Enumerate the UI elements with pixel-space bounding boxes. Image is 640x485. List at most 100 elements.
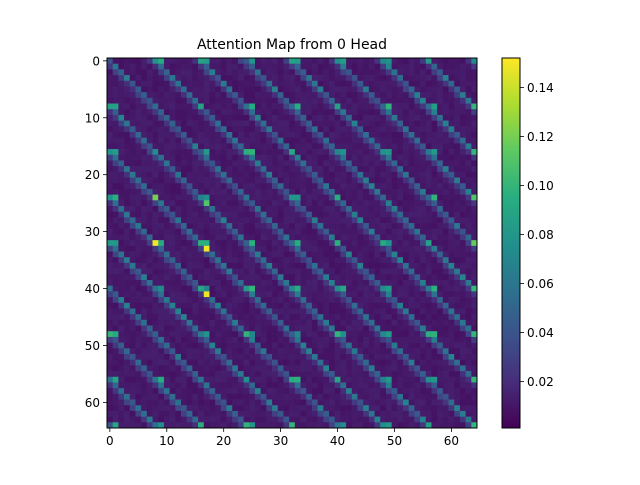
heatmap-cell xyxy=(465,120,472,127)
heatmap-cell xyxy=(357,336,364,343)
heatmap-cell xyxy=(220,200,227,207)
heatmap-cell xyxy=(255,302,262,309)
heatmap-cell xyxy=(255,183,262,190)
heatmap-cell xyxy=(294,143,301,150)
heatmap-cell xyxy=(442,120,449,127)
heatmap-cell xyxy=(294,382,301,389)
heatmap-cell xyxy=(351,359,358,366)
heatmap-cell xyxy=(351,234,358,241)
heatmap-cell xyxy=(163,416,170,423)
heatmap-cell xyxy=(260,319,267,326)
heatmap-cell xyxy=(277,308,284,315)
heatmap-cell xyxy=(346,274,353,281)
heatmap-cell xyxy=(181,371,188,378)
heatmap-cell xyxy=(403,359,410,366)
heatmap-cell xyxy=(255,240,262,247)
heatmap-cell xyxy=(135,154,142,161)
heatmap-cell xyxy=(465,80,472,87)
heatmap-cell xyxy=(374,63,381,70)
heatmap-cell xyxy=(255,206,262,213)
heatmap-cell xyxy=(152,75,159,82)
heatmap-cell xyxy=(374,80,381,87)
heatmap-cell xyxy=(209,103,216,110)
heatmap-cell xyxy=(266,86,273,93)
heatmap-cell xyxy=(385,240,392,247)
heatmap-cell xyxy=(397,154,404,161)
heatmap-cell xyxy=(260,240,267,247)
heatmap-cell xyxy=(112,365,119,372)
heatmap-cell xyxy=(391,86,398,93)
heatmap-cell xyxy=(346,325,353,332)
heatmap-cell xyxy=(203,97,210,104)
heatmap-cell xyxy=(272,97,279,104)
heatmap-cell xyxy=(289,245,296,252)
heatmap-cell xyxy=(243,240,250,247)
heatmap-cell xyxy=(158,211,165,218)
heatmap-cell xyxy=(357,262,364,269)
heatmap-cell xyxy=(368,262,375,269)
heatmap-cell xyxy=(249,120,256,127)
heatmap-cell xyxy=(215,126,222,133)
heatmap-cell xyxy=(380,354,387,361)
heatmap-cell xyxy=(357,280,364,287)
heatmap-cell xyxy=(255,58,262,65)
heatmap-cell xyxy=(272,371,279,378)
heatmap-cell xyxy=(311,75,318,82)
heatmap-cell xyxy=(420,114,427,121)
heatmap-cell xyxy=(215,58,222,65)
heatmap-cell xyxy=(380,348,387,355)
heatmap-cell xyxy=(437,154,444,161)
heatmap-cell xyxy=(465,399,472,406)
heatmap-cell xyxy=(249,86,256,93)
heatmap-cell xyxy=(397,268,404,275)
heatmap-cell xyxy=(175,160,182,167)
heatmap-cell xyxy=(334,336,341,343)
heatmap-cell xyxy=(357,285,364,292)
heatmap-cell xyxy=(368,399,375,406)
heatmap-cell xyxy=(175,137,182,144)
heatmap-cell xyxy=(141,217,148,224)
heatmap-cell xyxy=(169,160,176,167)
heatmap-cell xyxy=(220,359,227,366)
heatmap-cell xyxy=(459,126,466,133)
heatmap-cell xyxy=(294,371,301,378)
heatmap-cell xyxy=(118,188,125,195)
heatmap-cell xyxy=(237,319,244,326)
heatmap-cell xyxy=(169,399,176,406)
heatmap-cell xyxy=(203,143,210,150)
heatmap-cell xyxy=(459,97,466,104)
heatmap-cell xyxy=(118,416,125,423)
heatmap-cell xyxy=(158,63,165,70)
heatmap-cell xyxy=(368,308,375,315)
heatmap-cell xyxy=(283,319,290,326)
heatmap-cell xyxy=(124,58,131,65)
heatmap-cell xyxy=(471,319,478,326)
heatmap-cell xyxy=(431,262,438,269)
heatmap-cell xyxy=(141,405,148,412)
heatmap-cell xyxy=(420,194,427,201)
heatmap-cell xyxy=(408,132,415,139)
heatmap-cell xyxy=(471,410,478,417)
heatmap-cell xyxy=(454,251,461,258)
heatmap-cell xyxy=(118,171,125,178)
heatmap-cell xyxy=(425,291,432,298)
heatmap-cell xyxy=(232,399,239,406)
heatmap-cell xyxy=(135,228,142,235)
heatmap-cell xyxy=(146,97,153,104)
heatmap-cell xyxy=(124,69,131,76)
heatmap-cell xyxy=(459,302,466,309)
heatmap-cell xyxy=(215,388,222,395)
heatmap-cell xyxy=(226,257,233,264)
heatmap-cell xyxy=(454,234,461,241)
heatmap-cell xyxy=(289,342,296,349)
heatmap-cell xyxy=(357,86,364,93)
heatmap-cell xyxy=(294,410,301,417)
heatmap-cell xyxy=(363,359,370,366)
heatmap-cell xyxy=(112,200,119,207)
heatmap-cell xyxy=(226,382,233,389)
heatmap-cell xyxy=(112,143,119,150)
heatmap-cell xyxy=(158,331,165,338)
heatmap-cell xyxy=(215,103,222,110)
heatmap-cell xyxy=(237,371,244,378)
